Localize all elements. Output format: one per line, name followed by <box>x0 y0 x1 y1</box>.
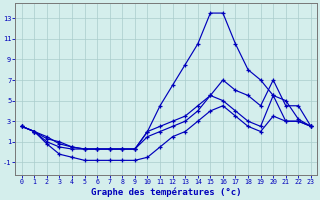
X-axis label: Graphe des températures (°c): Graphe des températures (°c) <box>91 188 242 197</box>
